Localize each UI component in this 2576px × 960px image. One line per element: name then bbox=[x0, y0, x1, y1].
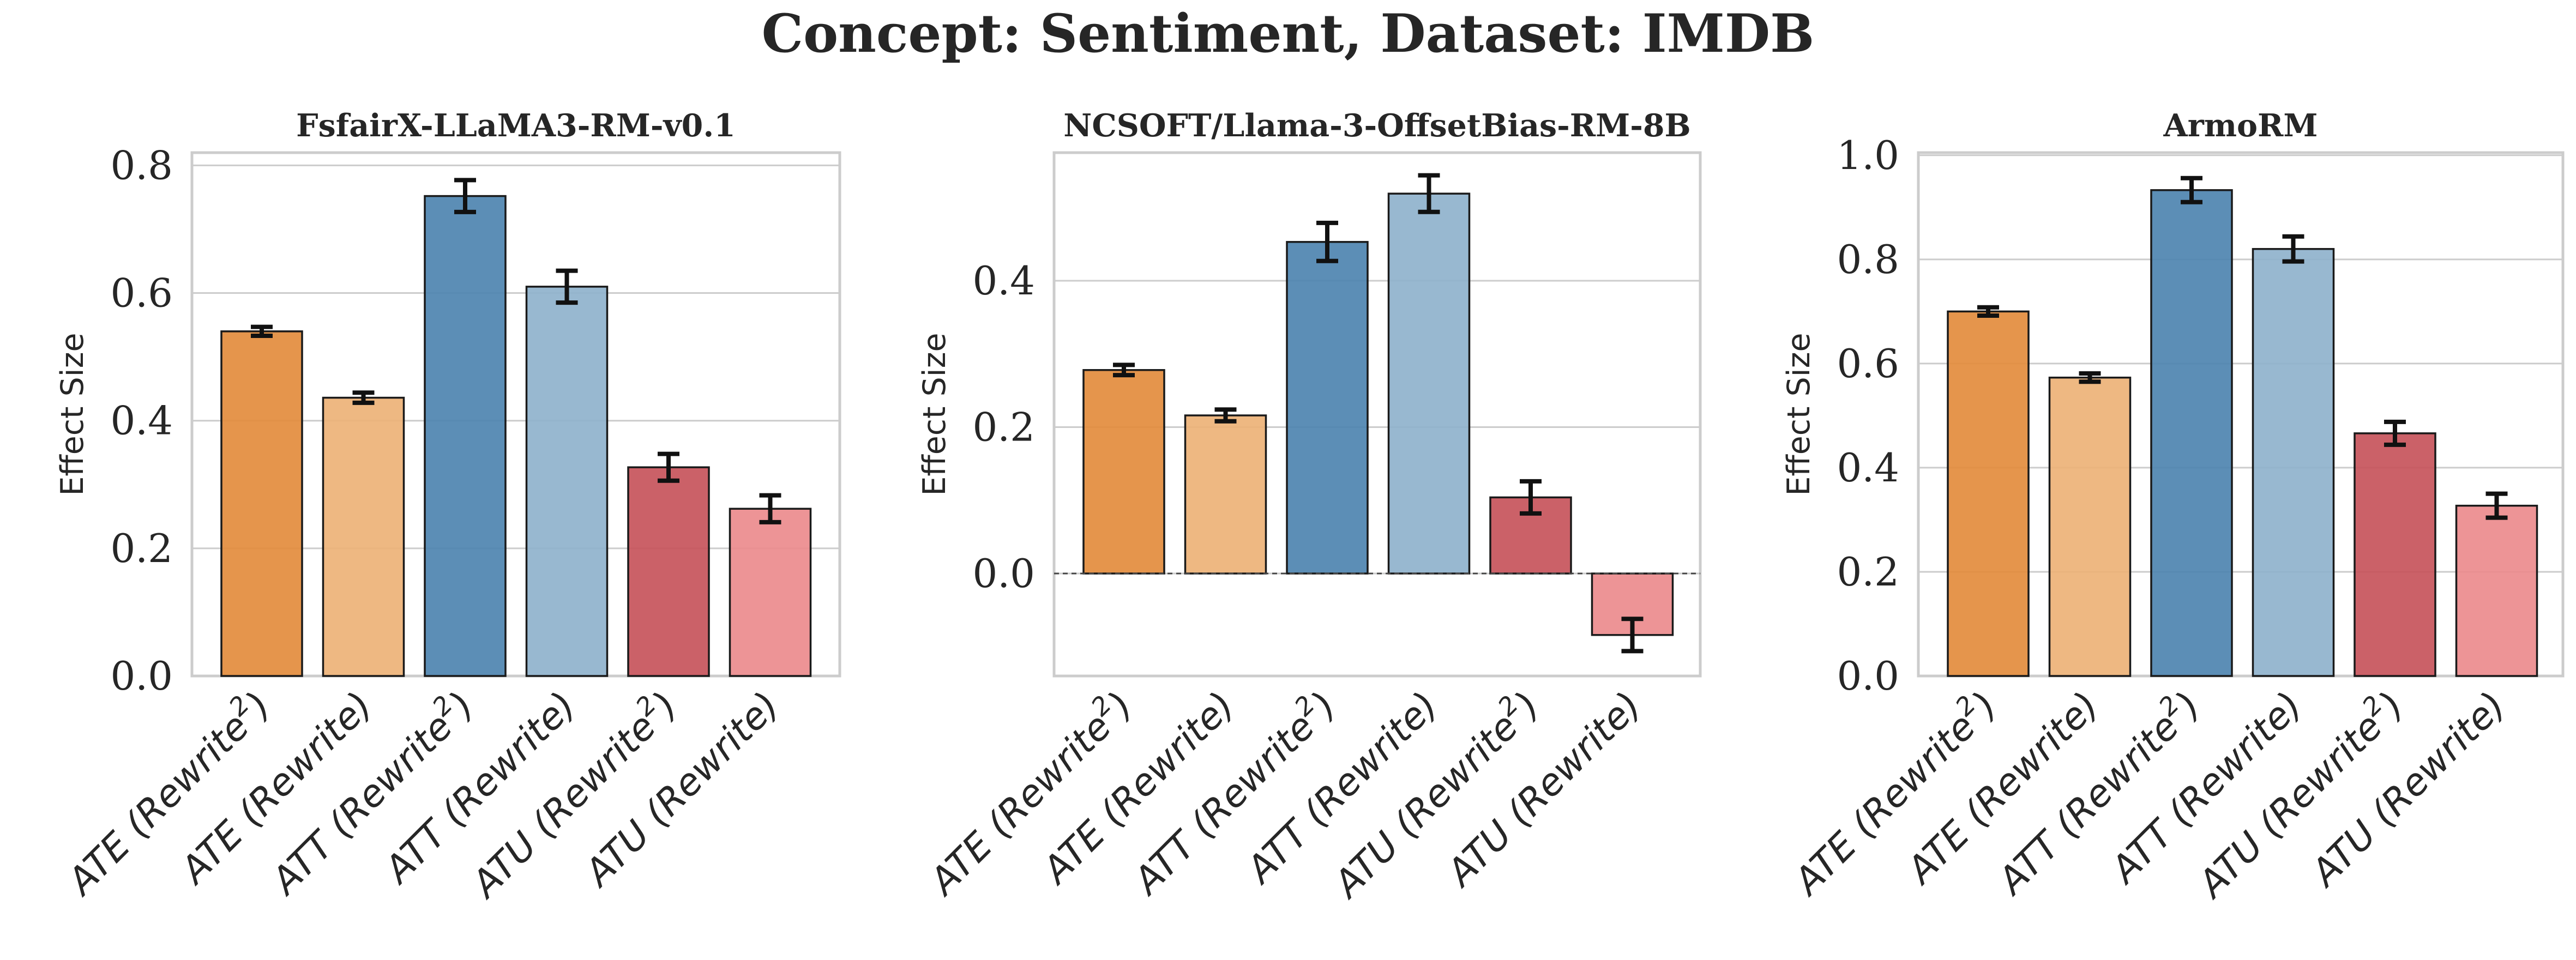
bar bbox=[729, 508, 812, 677]
plot-frame bbox=[1917, 151, 2565, 678]
y-tick-label: 0.8 bbox=[110, 142, 173, 188]
plot-frame bbox=[1052, 151, 1702, 678]
error-bar bbox=[1113, 363, 1135, 378]
bar bbox=[2354, 432, 2436, 677]
y-tick-label: 0.4 bbox=[972, 258, 1035, 304]
error-bar bbox=[1316, 220, 1338, 263]
bar bbox=[2048, 376, 2132, 677]
bar bbox=[2455, 504, 2538, 677]
error-bar bbox=[658, 451, 679, 483]
bar bbox=[1184, 414, 1267, 575]
error-bar bbox=[556, 268, 578, 305]
error-bar bbox=[454, 178, 476, 214]
bar bbox=[2150, 189, 2233, 677]
y-tick-label: 0.6 bbox=[110, 270, 173, 316]
y-tick-label: 0.4 bbox=[1837, 445, 1899, 491]
bar bbox=[424, 195, 507, 677]
plot-frame bbox=[190, 151, 841, 678]
error-bar bbox=[2282, 234, 2304, 264]
y-axis-label: Effect Size bbox=[1781, 333, 1817, 496]
y-tick-label: 0.0 bbox=[1837, 653, 1899, 699]
y-tick-label: 0.2 bbox=[110, 526, 173, 571]
y-tick-label: 0.0 bbox=[972, 551, 1035, 596]
error-bar bbox=[759, 493, 781, 524]
bar bbox=[1286, 241, 1369, 575]
figure-title: Concept: Sentiment, Dataset: IMDB bbox=[762, 3, 1815, 64]
bar bbox=[525, 286, 609, 677]
y-tick-label: 0.2 bbox=[1837, 549, 1899, 595]
error-bar bbox=[2384, 419, 2406, 447]
bar bbox=[322, 396, 405, 677]
chart-title: ArmoRM bbox=[2163, 107, 2318, 144]
bar bbox=[627, 466, 710, 677]
error-bar bbox=[2181, 176, 2202, 204]
error-bar bbox=[1520, 479, 1542, 516]
error-bar bbox=[1418, 173, 1440, 214]
bar bbox=[1387, 192, 1471, 575]
error-bar bbox=[2485, 491, 2508, 520]
error-bar bbox=[1621, 617, 1644, 654]
error-bar bbox=[1214, 407, 1237, 424]
y-tick-label: 0.0 bbox=[110, 653, 173, 699]
bar bbox=[2252, 247, 2335, 677]
bar bbox=[1947, 310, 2030, 677]
error-bar bbox=[1977, 305, 1999, 318]
bar bbox=[220, 330, 303, 677]
y-tick-label: 0.6 bbox=[1837, 341, 1899, 387]
error-bar bbox=[352, 390, 375, 405]
error-bar bbox=[251, 324, 273, 338]
y-tick-label: 0.4 bbox=[110, 398, 173, 444]
chart-title: FsfairX-LLaMA3-RM-v0.1 bbox=[296, 107, 736, 144]
y-tick-label: 1.0 bbox=[1837, 132, 1899, 178]
y-axis-label: Effect Size bbox=[917, 333, 953, 496]
error-bar bbox=[2079, 371, 2101, 384]
bar bbox=[1082, 369, 1165, 575]
y-tick-label: 0.8 bbox=[1837, 237, 1899, 282]
y-tick-label: 0.2 bbox=[972, 404, 1035, 450]
y-axis-label: Effect Size bbox=[55, 333, 91, 496]
chart-title: NCSOFT/Llama-3-OffsetBias-RM-8B bbox=[1063, 107, 1690, 144]
